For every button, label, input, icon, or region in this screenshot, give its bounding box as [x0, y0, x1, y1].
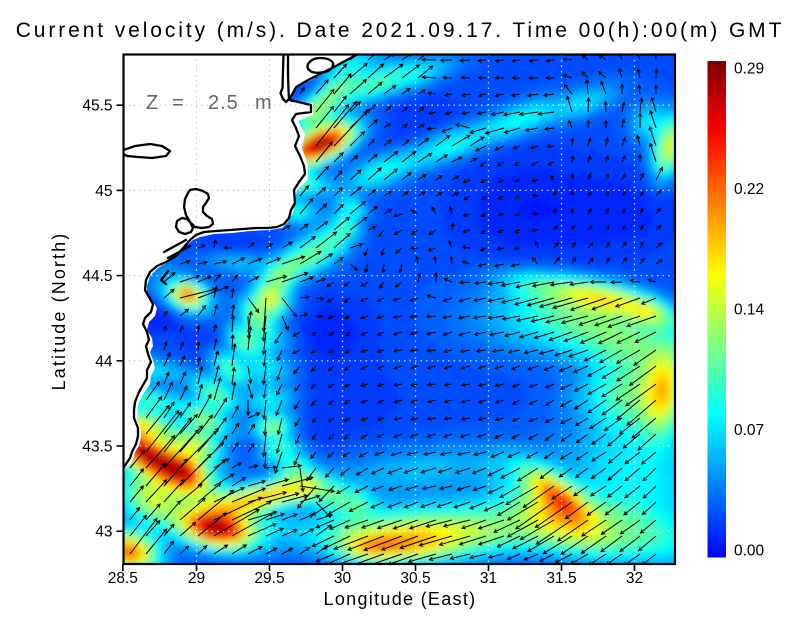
svg-text:45: 45: [95, 183, 112, 200]
svg-text:45.5: 45.5: [82, 98, 112, 115]
svg-text:43.5: 43.5: [82, 439, 112, 456]
svg-text:2.5: 2.5: [208, 92, 239, 114]
svg-text:29.5: 29.5: [254, 570, 284, 587]
svg-text:=: =: [172, 92, 185, 114]
svg-text:0.22: 0.22: [734, 181, 764, 198]
svg-text:0.00: 0.00: [734, 543, 765, 560]
svg-text:28.5: 28.5: [108, 570, 138, 587]
svg-text:31.5: 31.5: [546, 570, 576, 587]
svg-text:Current velocity (m/s). Date 2: Current velocity (m/s). Date 2021.09.17.…: [16, 19, 785, 42]
svg-text:30: 30: [334, 570, 352, 587]
svg-text:Longitude (East): Longitude (East): [324, 589, 477, 609]
svg-text:0.07: 0.07: [734, 422, 764, 439]
svg-text:32: 32: [626, 570, 643, 587]
svg-text:0.29: 0.29: [734, 61, 764, 78]
svg-text:43: 43: [95, 524, 112, 541]
svg-text:m: m: [255, 92, 273, 114]
svg-text:29: 29: [188, 570, 205, 587]
svg-text:30.5: 30.5: [400, 570, 430, 587]
svg-text:44: 44: [95, 353, 113, 370]
svg-text:Z: Z: [146, 92, 159, 114]
svg-text:0.14: 0.14: [734, 302, 765, 319]
svg-text:44.5: 44.5: [82, 268, 112, 285]
svg-text:31: 31: [480, 570, 497, 587]
svg-text:Latitude (North): Latitude (North): [49, 232, 69, 391]
